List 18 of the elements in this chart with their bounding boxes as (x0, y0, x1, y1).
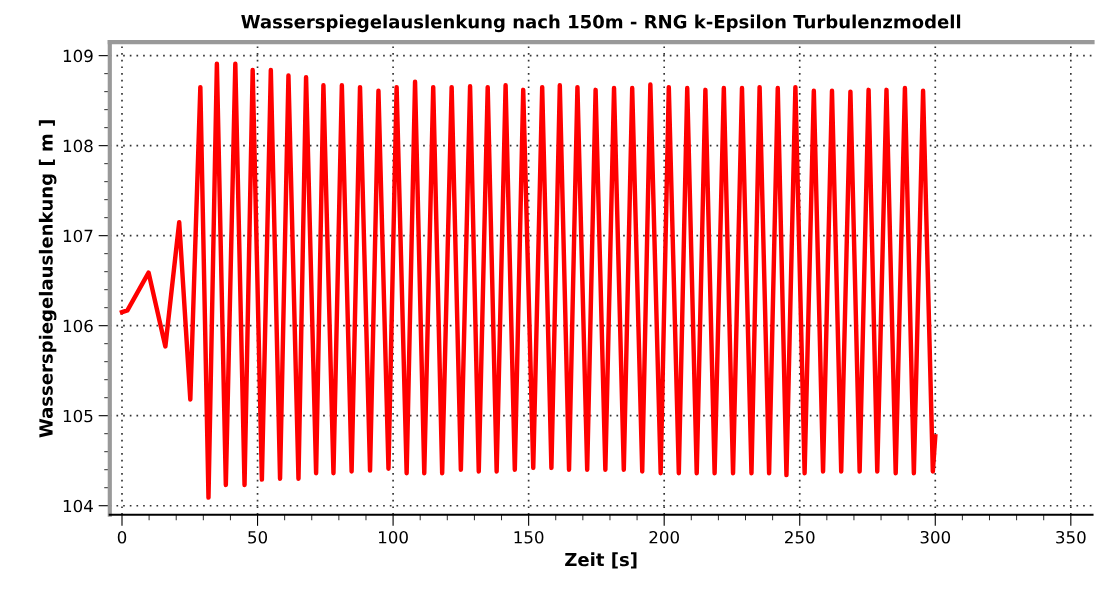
y-tick-label: 105 (63, 409, 93, 423)
x-tick-label: 150 (514, 530, 544, 544)
y-tick-label: 104 (63, 499, 93, 513)
y-axis-title: Wasserspiegelauslenkung [ m ] (38, 120, 57, 438)
x-axis-title: Zeit [s] (565, 552, 637, 569)
x-tick-label: 250 (785, 530, 815, 544)
x-tick-label: 200 (649, 530, 679, 544)
line-series (119, 61, 938, 500)
x-tick-label: 350 (1056, 530, 1086, 544)
x-tick-label: 100 (379, 530, 408, 544)
y-tick-label: 108 (63, 139, 93, 153)
y-tick-label: 109 (63, 49, 93, 63)
y-tick-label: 106 (63, 319, 93, 333)
y-tick-label: 107 (63, 229, 93, 243)
x-tick-label: 0 (117, 530, 127, 544)
chart-title: Wasserspiegelauslenkung nach 150m - RNG k-Epsilon Turbulenzmodell (241, 14, 961, 33)
x-tick-label: 50 (248, 530, 268, 544)
x-tick-label: 300 (920, 530, 951, 544)
